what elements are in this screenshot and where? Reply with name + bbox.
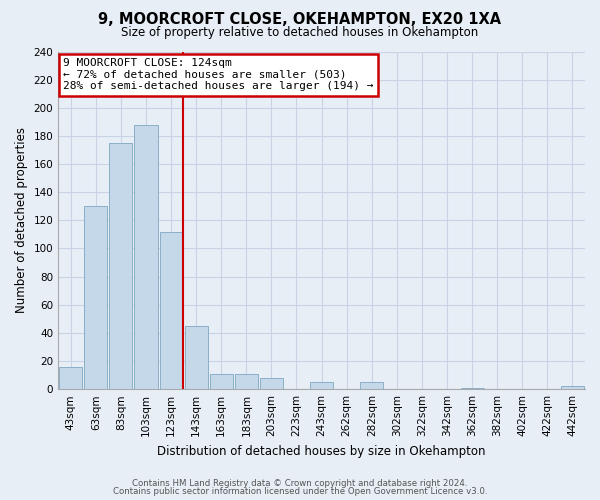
Bar xyxy=(185,326,208,389)
Bar xyxy=(461,388,484,389)
Bar xyxy=(109,143,133,389)
Bar xyxy=(134,124,158,389)
Text: Contains public sector information licensed under the Open Government Licence v3: Contains public sector information licen… xyxy=(113,487,487,496)
Bar xyxy=(310,382,333,389)
Bar xyxy=(235,374,258,389)
Text: 9, MOORCROFT CLOSE, OKEHAMPTON, EX20 1XA: 9, MOORCROFT CLOSE, OKEHAMPTON, EX20 1XA xyxy=(98,12,502,28)
Y-axis label: Number of detached properties: Number of detached properties xyxy=(15,128,28,314)
Bar xyxy=(84,206,107,389)
Text: Contains HM Land Registry data © Crown copyright and database right 2024.: Contains HM Land Registry data © Crown c… xyxy=(132,478,468,488)
Text: Size of property relative to detached houses in Okehampton: Size of property relative to detached ho… xyxy=(121,26,479,39)
Bar xyxy=(360,382,383,389)
Bar xyxy=(260,378,283,389)
Text: 9 MOORCROFT CLOSE: 124sqm
← 72% of detached houses are smaller (503)
28% of semi: 9 MOORCROFT CLOSE: 124sqm ← 72% of detac… xyxy=(64,58,374,92)
X-axis label: Distribution of detached houses by size in Okehampton: Distribution of detached houses by size … xyxy=(157,444,486,458)
Bar xyxy=(561,386,584,389)
Bar xyxy=(59,366,82,389)
Bar xyxy=(209,374,233,389)
Bar xyxy=(160,232,182,389)
